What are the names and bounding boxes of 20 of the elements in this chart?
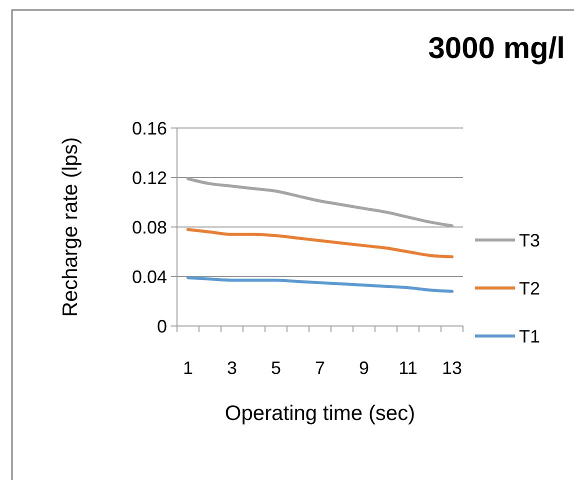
x-tick-label: 1 — [182, 358, 194, 378]
y-tick-label: 0.08 — [132, 217, 167, 238]
chart-title: 3000 mg/l — [428, 32, 565, 65]
x-tick-label: 9 — [358, 358, 370, 378]
x-tick-label: 7 — [314, 358, 326, 378]
y-axis-title: Recharge rate (lps) — [59, 137, 82, 317]
y-tick-label: 0.12 — [132, 168, 167, 188]
line-series — [186, 276, 454, 293]
x-tick-label: 5 — [270, 358, 282, 378]
y-tick-label: 0.04 — [132, 266, 167, 287]
x-axis-title: Operating time (sec) — [224, 402, 416, 425]
line-series — [186, 228, 454, 258]
y-tick-label: 0.16 — [132, 118, 167, 138]
legend-label: T2 — [519, 278, 540, 298]
x-tick-label: 11 — [398, 358, 418, 378]
y-tick-label: 0 — [156, 316, 167, 336]
legend-label: T1 — [519, 326, 540, 346]
x-tick-label: 3 — [226, 358, 238, 378]
legend-label: T3 — [519, 230, 540, 250]
x-tick-label: 13 — [442, 358, 462, 378]
